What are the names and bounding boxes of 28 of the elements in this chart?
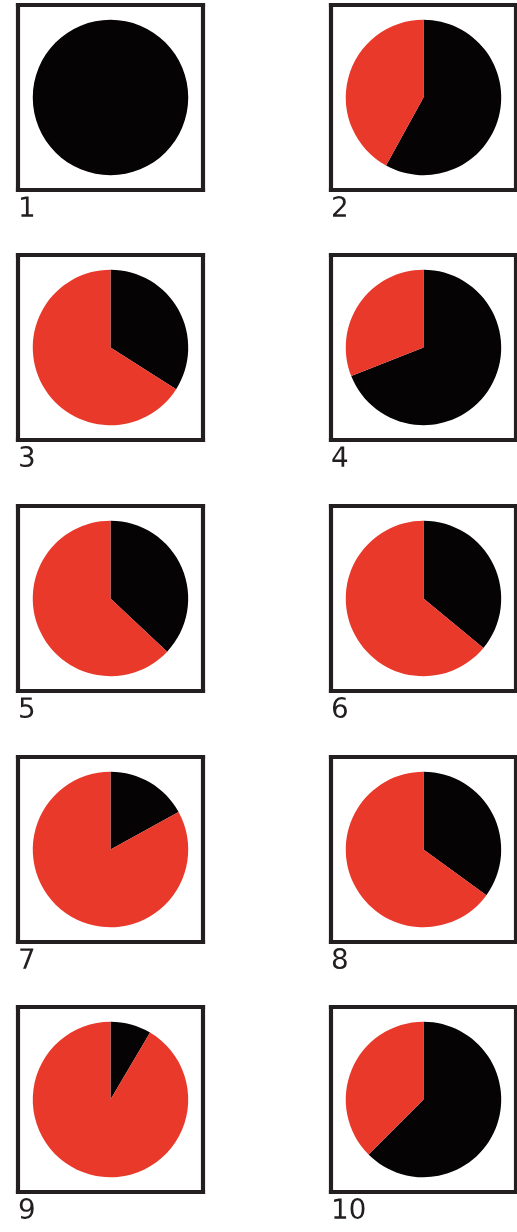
pie-slice	[32, 269, 177, 426]
text: 10	[334, 1198, 365, 1220]
pie-slice	[345, 520, 484, 677]
text: 1	[21, 196, 34, 217]
pie-slice	[368, 1021, 502, 1178]
text: 6	[332, 697, 347, 719]
text: 7	[20, 948, 34, 969]
pie-slice	[386, 19, 502, 176]
pie-slice	[345, 771, 487, 928]
pie-slice	[32, 520, 168, 677]
text: 9	[19, 1198, 34, 1220]
pie-slice	[110, 1021, 151, 1100]
text: 8	[332, 948, 347, 970]
pie-slice	[110, 269, 189, 390]
pie-slice	[423, 771, 502, 896]
text: 2	[333, 196, 346, 217]
pie-slice	[351, 269, 502, 426]
text: 3	[20, 446, 34, 468]
text: 5	[20, 697, 34, 719]
pie-slice	[32, 1021, 189, 1178]
pie-slice	[32, 771, 189, 928]
text: 4	[332, 446, 348, 467]
pie-slice	[345, 1021, 424, 1155]
pie-slice	[345, 19, 424, 166]
pie-slice	[345, 269, 424, 377]
pie-slice	[110, 771, 179, 850]
pie-slice	[110, 520, 189, 652]
pie-slice	[423, 520, 502, 649]
